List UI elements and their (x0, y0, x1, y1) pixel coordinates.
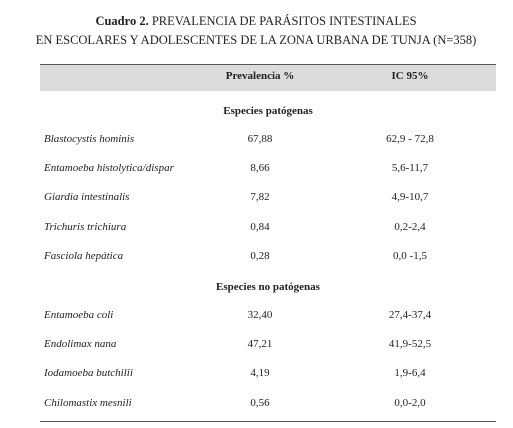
species-name: Giardia intestinalis (44, 191, 130, 204)
species-name: Fasciola hepática (44, 249, 124, 262)
column-header: IC 95% (391, 70, 429, 82)
species-name: Iodamoeba butchilii (44, 367, 133, 380)
species-name: Chilomastix mesnili (44, 396, 132, 409)
prevalence: 0,28 (250, 249, 270, 262)
confidence-interval: 4,9-10,7 (391, 191, 429, 204)
species-name: Entamoeba histolytica/dispar (44, 162, 174, 175)
prevalence: 32,40 (247, 309, 273, 321)
bottom-rule (40, 421, 496, 422)
prevalence: 4,19 (250, 367, 270, 380)
header-band (40, 64, 496, 91)
prevalence: 7,82 (250, 191, 270, 204)
title-label: Cuadro 2. (95, 14, 149, 28)
column-header: Prevalencia % (225, 70, 295, 82)
title-text: PREVALENCIA DE PARÁSITOS INTESTINALES (151, 14, 417, 28)
confidence-interval: 0,2-2,4 (394, 220, 426, 233)
species-name: Endolimax nana (44, 338, 117, 351)
section-title: Especies patógenas (223, 105, 313, 117)
prevalence: 0,56 (250, 396, 270, 409)
section-title: Especies no patógenas (216, 281, 320, 293)
confidence-interval: 5,6-11,7 (391, 162, 429, 175)
prevalence: 47,21 (247, 338, 273, 351)
confidence-interval: 41,9-52,5 (388, 338, 432, 351)
confidence-interval: 0,0 -1,5 (393, 249, 427, 262)
confidence-interval: 62,9 - 72,8 (386, 133, 434, 145)
title-line-2: EN ESCOLARES Y ADOLESCENTES DE LA ZONA U… (35, 33, 477, 47)
prevalence: 67,88 (247, 133, 273, 145)
confidence-interval: 1,9-6,4 (394, 367, 426, 380)
prevalence: 0,84 (250, 220, 270, 233)
confidence-interval: 0,0-2,0 (394, 396, 426, 409)
species-name: Trichuris trichiura (44, 220, 127, 233)
species-name: Blastocystis hominis (44, 133, 135, 145)
species-name: Entamoeba coli (44, 309, 114, 321)
title-line-1: Cuadro 2. PREVALENCIA DE PARÁSITOS INTES… (95, 14, 416, 29)
confidence-interval: 27,4-37,4 (388, 309, 432, 321)
prevalence: 8,66 (250, 162, 270, 175)
